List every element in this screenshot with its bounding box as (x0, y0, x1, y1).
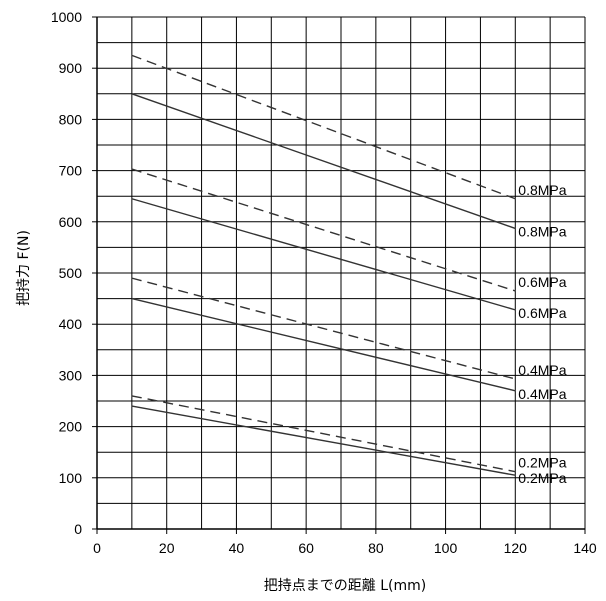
x-tick-label: 40 (229, 540, 245, 556)
grid (96, 16, 586, 530)
x-tick-label: 0 (93, 540, 101, 556)
series-line-solid (131, 297, 516, 392)
series-label: 0.8MPa (518, 223, 566, 239)
y-tick-label: 1000 (51, 9, 82, 25)
x-tick-label: 60 (298, 540, 314, 556)
series-label: 0.6MPa (518, 274, 566, 290)
x-axis-title: 把持点までの距離 L(mm) (264, 577, 426, 594)
series-line-dashed (131, 277, 516, 380)
series-label: 0.6MPa (518, 305, 566, 321)
y-tick-label: 0 (74, 521, 82, 537)
y-tick-label: 800 (59, 111, 83, 127)
series-label: 0.4MPa (518, 362, 566, 378)
series-line-solid (131, 405, 516, 476)
y-tick-label: 600 (59, 214, 83, 230)
y-axis-ticks: 0 100 200 300 400 500 600 700 800 900 1000 (51, 9, 97, 537)
series-labels: 0.8MPa 0.8MPa 0.6MPa 0.6MPa 0.4MPa 0.4MPa 0.2M… (518, 182, 566, 486)
series-label: 0.8MPa (518, 182, 566, 198)
x-tick-label: 20 (159, 540, 175, 556)
x-tick-label: 100 (434, 540, 458, 556)
x-tick-label: 140 (573, 540, 597, 556)
series-line-solid (131, 93, 516, 230)
y-tick-label: 500 (59, 265, 83, 281)
x-tick-label: 80 (368, 540, 384, 556)
y-tick-label: 100 (59, 470, 83, 486)
y-tick-label: 900 (59, 60, 83, 76)
series-group (131, 54, 516, 476)
y-tick-label: 400 (59, 316, 83, 332)
series-line-solid (131, 198, 516, 311)
y-tick-label: 200 (59, 419, 83, 435)
y-tick-label: 700 (59, 163, 83, 179)
y-tick-label: 300 (59, 367, 83, 383)
series-label: 0.2MPa (518, 470, 566, 486)
series-label: 0.4MPa (518, 386, 566, 402)
x-axis-ticks: 0 20 40 60 80 100 120 140 (93, 529, 597, 556)
x-tick-label: 120 (504, 540, 528, 556)
series-label: 0.2MPa (518, 455, 566, 471)
series-line-dashed (131, 168, 516, 292)
series-line-dashed (131, 395, 516, 473)
series-line-dashed (131, 54, 516, 200)
y-axis-title: 把持力 F(N) (16, 230, 32, 306)
